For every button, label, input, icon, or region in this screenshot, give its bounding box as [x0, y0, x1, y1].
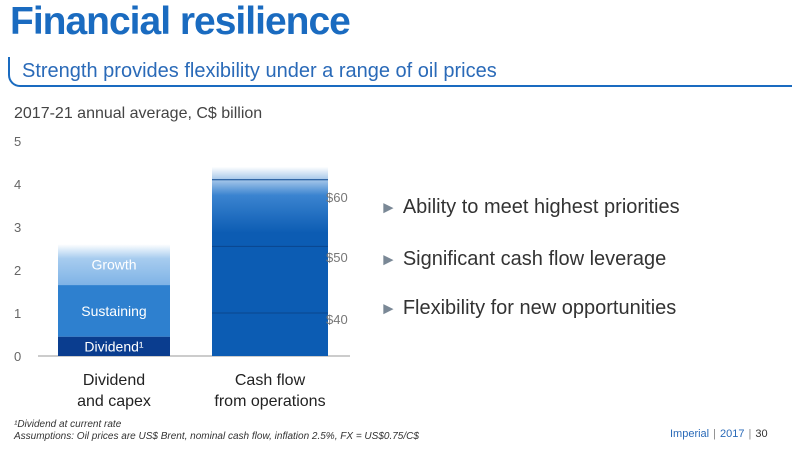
y-tick-label: 3 — [14, 220, 21, 235]
bullet-item-3: ► Flexibility for new opportunities — [380, 297, 677, 319]
category-label: from operations — [214, 393, 325, 410]
arrow-icon: ► — [380, 250, 397, 269]
segment-label: Dividend¹ — [84, 338, 143, 354]
price-level-label: $60 — [326, 190, 348, 205]
bar-segment-3 — [58, 244, 170, 286]
y-tick-label: 0 — [14, 349, 21, 364]
segment-label: Sustaining — [81, 303, 146, 319]
bullet-item-1: ► Ability to meet highest priorities — [380, 196, 680, 218]
arrow-icon: ► — [380, 198, 397, 217]
arrow-icon: ► — [380, 299, 397, 318]
category-label: Dividend — [83, 372, 145, 389]
segment-label: Growth — [91, 257, 136, 273]
subtitle-box: Strength provides flexibility under a ra… — [8, 57, 792, 87]
footnote-dividend: ¹Dividend at current rate — [14, 419, 122, 430]
price-level-label: $40 — [326, 312, 348, 327]
page-number: 30 — [755, 428, 768, 440]
page-title: Financial resilience — [10, 0, 351, 43]
cash-flow-bar — [212, 166, 328, 356]
y-tick-label: 4 — [14, 177, 21, 192]
footnote-assumptions: Assumptions: Oil prices are US$ Brent, n… — [14, 431, 419, 442]
bar-segment-1 — [58, 336, 170, 356]
page-subtitle: Strength provides flexibility under a ra… — [22, 60, 497, 82]
bullet-item-2: ► Significant cash flow leverage — [380, 248, 667, 270]
y-tick-label: 1 — [14, 306, 21, 321]
footer: Imperial | 2017 | 30 — [670, 428, 768, 440]
category-label: and capex — [77, 393, 151, 410]
bar-segment-2 — [58, 285, 170, 337]
footer-company: Imperial — [670, 428, 710, 440]
footer-year: 2017 — [719, 428, 745, 440]
chart-unit-label: 2017-21 annual average, C$ billion — [14, 105, 263, 122]
y-tick-label: 5 — [14, 134, 21, 149]
price-level-label: $50 — [326, 250, 348, 265]
category-label: Cash flow — [235, 372, 306, 389]
y-tick-label: 2 — [14, 263, 21, 278]
